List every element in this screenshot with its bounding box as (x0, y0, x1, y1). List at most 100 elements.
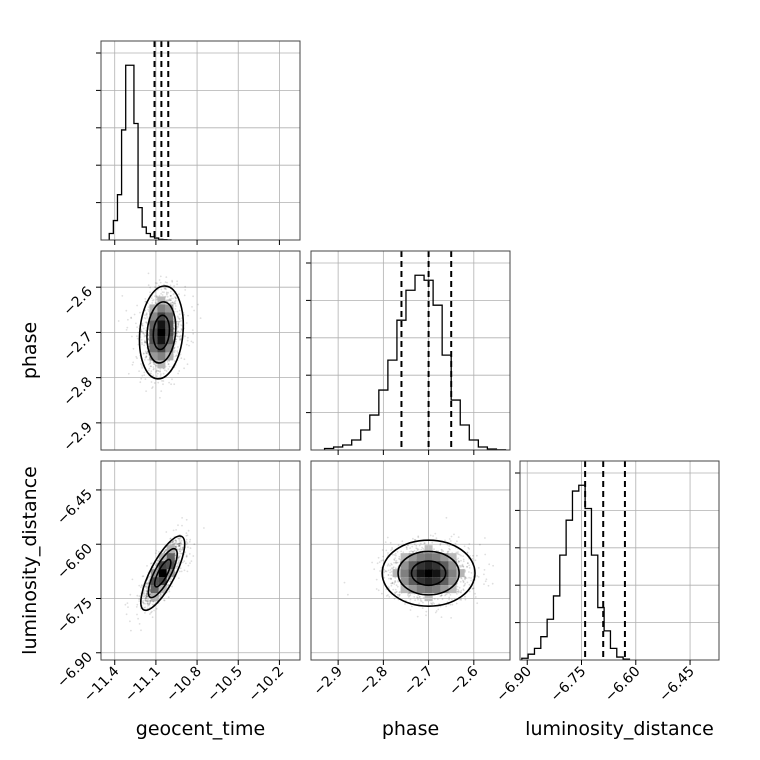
x-tick-label: −6.75 (548, 664, 590, 706)
density-cell (158, 569, 167, 578)
contour-line (381, 539, 476, 607)
x-tick-label: −6.60 (602, 664, 644, 706)
panel-frame (310, 250, 511, 451)
density-cell (165, 336, 174, 345)
density-cell (432, 561, 441, 570)
panel-frame (100, 460, 301, 661)
contour-line (140, 535, 186, 612)
x-tick-label: −10.2 (246, 664, 288, 706)
density-cell (448, 577, 457, 586)
density-cell (408, 569, 417, 578)
density-cell (149, 320, 158, 329)
density-cell (416, 577, 425, 586)
y-tick-label: −2.7 (60, 329, 95, 364)
density-cell (424, 569, 433, 578)
contour-line (138, 285, 185, 380)
density-cell (416, 585, 425, 594)
x-tick-label: −10.8 (163, 664, 205, 706)
density-cell (440, 553, 449, 562)
density-cell (416, 553, 425, 562)
density-cell (157, 352, 166, 361)
contour-line (152, 314, 171, 351)
contour-line (397, 550, 460, 596)
density-cell (165, 304, 174, 313)
density-cell (432, 577, 441, 586)
x-tick-label: −11.1 (122, 664, 164, 706)
density-cell (400, 553, 409, 562)
density-cell (166, 553, 175, 562)
density-cell (149, 344, 158, 353)
density-cell (157, 296, 166, 305)
x-tick-label: −2.8 (356, 664, 391, 699)
density-cell (157, 312, 166, 321)
density-cell (408, 577, 417, 586)
density-cell (408, 553, 417, 562)
density-cell (432, 585, 441, 594)
panel-frame (100, 250, 301, 451)
density-cell (424, 561, 433, 570)
y-tick-label: −2.9 (60, 419, 95, 454)
panel-frame (310, 460, 511, 661)
y-axis-label-phase: phase (19, 322, 41, 379)
density-cell (448, 585, 457, 594)
panel-frame (519, 460, 720, 661)
x-tick-label: −2.9 (311, 664, 346, 699)
contour-line (153, 558, 172, 588)
y-tick-label: −2.6 (60, 284, 95, 319)
histogram-phase (323, 274, 507, 451)
density-cell (400, 577, 409, 586)
density-cell (448, 553, 457, 562)
density-cell (150, 585, 159, 594)
density-cell (432, 553, 441, 562)
x-axis-label-luminosity_distance: luminosity_distance (525, 718, 714, 740)
density-cell (416, 569, 425, 578)
x-tick-label: −6.45 (656, 664, 698, 706)
density-cell (165, 344, 174, 353)
x-tick-label: −11.4 (81, 663, 123, 705)
density-cell (424, 585, 433, 594)
density-cell (149, 352, 158, 361)
density-cell (440, 569, 449, 578)
density-cell (408, 585, 417, 594)
density-cell (157, 320, 166, 329)
density-cell (392, 569, 401, 578)
y-tick-label: −6.75 (54, 595, 96, 637)
density-cell (440, 577, 449, 586)
density-cell (157, 344, 166, 353)
density-cell (456, 569, 465, 578)
density-cell (166, 569, 175, 578)
density-cell (424, 545, 433, 554)
density-cell (448, 569, 457, 578)
y-tick-label: −2.8 (60, 374, 95, 409)
density-cell (157, 360, 166, 369)
x-tick-label: −2.6 (446, 663, 481, 698)
density-cell (149, 312, 158, 321)
density-cell (157, 336, 166, 345)
density-cell (165, 312, 174, 321)
density-cell (424, 553, 433, 562)
density-cell (416, 561, 425, 570)
density-cell (440, 561, 449, 570)
y-tick-label: −6.45 (54, 486, 96, 528)
x-tick-label: −6.90 (493, 664, 535, 706)
x-tick-label: −10.5 (204, 664, 246, 706)
x-tick-label: −2.7 (401, 664, 436, 699)
density-cell (400, 585, 409, 594)
density-cell (448, 561, 457, 570)
contour-line (147, 547, 178, 599)
histogram-geocent_time (108, 64, 172, 241)
density-cell (432, 569, 441, 578)
y-axis-label-luminosity_distance: luminosity_distance (19, 466, 41, 655)
density-cell (440, 585, 449, 594)
x-axis-label-geocent_time: geocent_time (136, 718, 265, 740)
density-cell (150, 569, 159, 578)
y-tick-label: −6.60 (54, 541, 96, 583)
density-cell (400, 561, 409, 570)
density-cell (408, 561, 417, 570)
x-axis-label-phase: phase (382, 718, 439, 740)
density-cell (424, 593, 433, 602)
density-cell (400, 569, 409, 578)
density-cell (157, 328, 166, 337)
contour-line (410, 560, 447, 587)
